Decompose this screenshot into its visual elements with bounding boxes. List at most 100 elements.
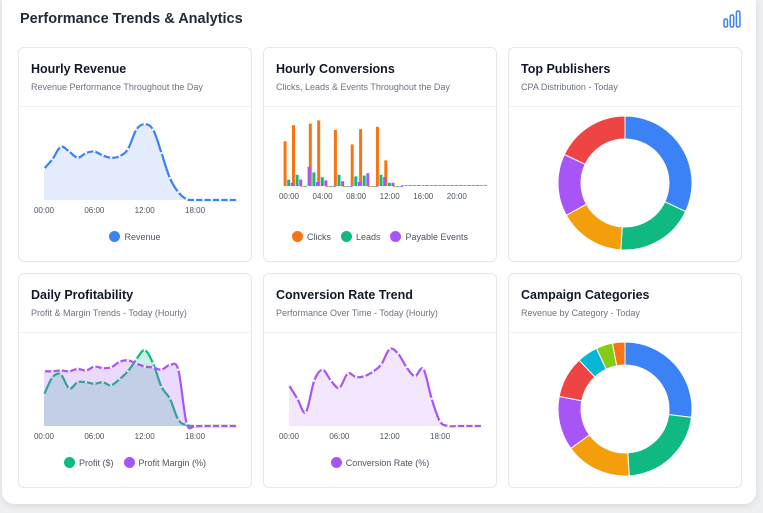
- data-point: [396, 352, 400, 355]
- bar: [299, 179, 303, 186]
- hourly-revenue-chart: 00:00 06:00 12:00 18:00: [34, 122, 239, 215]
- bar: [332, 186, 336, 187]
- bar: [362, 175, 366, 186]
- legend-item-payable-events[interactable]: Payable Events: [390, 231, 468, 242]
- card-title: Top Publishers: [521, 62, 611, 76]
- data-point: [168, 363, 172, 367]
- data-point: [151, 362, 155, 365]
- bar: [483, 185, 487, 186]
- bar: [374, 186, 378, 187]
- data-point: [67, 370, 71, 373]
- data-point: [455, 424, 459, 428]
- legend-item-profit-margin[interactable]: Profit Margin (%): [123, 457, 206, 468]
- bar: [455, 185, 458, 186]
- data-point: [185, 198, 188, 201]
- legend-item-conversion-rate[interactable]: Conversion Rate (%): [330, 457, 430, 468]
- data-point: [126, 370, 130, 373]
- legend-dot: [330, 457, 342, 468]
- x-tick-label: 18:00: [185, 432, 206, 441]
- data-point: [93, 150, 96, 153]
- data-point: [118, 155, 121, 158]
- donut-slice: [557, 153, 588, 216]
- bar: [325, 186, 329, 187]
- series-area: [44, 360, 237, 429]
- data-point: [101, 154, 104, 157]
- data-point: [143, 348, 146, 352]
- x-tick-label: 18:00: [185, 206, 206, 215]
- bar: [345, 186, 349, 187]
- chart-legend: Conversion Rate (%): [264, 457, 496, 468]
- legend-dot: [109, 231, 121, 242]
- data-point: [168, 397, 172, 400]
- card-title: Hourly Conversions: [276, 62, 395, 76]
- legend-label: Clicks: [306, 231, 331, 242]
- bar: [317, 120, 321, 186]
- donut-slice: [624, 341, 693, 418]
- series-area: [289, 348, 482, 427]
- x-tick-label: 06:00: [84, 432, 105, 441]
- data-point: [101, 366, 104, 370]
- x-tick-label: 04:00: [313, 192, 334, 201]
- data-point: [380, 363, 383, 366]
- legend-item-leads[interactable]: Leads: [340, 231, 380, 242]
- chart-legend: Profit ($) Profit Margin (%): [19, 457, 251, 468]
- conversion-rate-card: Conversion Rate Trend Performance Over T…: [263, 273, 497, 488]
- data-point: [84, 151, 88, 155]
- data-point: [160, 151, 163, 155]
- bar: [467, 185, 470, 186]
- panel-title: Performance Trends & Analytics: [20, 11, 243, 27]
- x-tick-label: 00:00: [34, 432, 55, 441]
- legend-dot: [291, 231, 303, 242]
- bar: [304, 186, 307, 187]
- data-point: [109, 384, 113, 387]
- bar: [371, 186, 375, 187]
- x-tick-label: 06:00: [84, 206, 105, 215]
- bar: [329, 186, 333, 187]
- bar: [337, 174, 341, 186]
- data-point: [67, 150, 71, 153]
- bar: [438, 185, 442, 186]
- bar: [341, 181, 345, 186]
- legend-item-clicks[interactable]: Clicks: [291, 231, 331, 242]
- legend-item-revenue[interactable]: Revenue: [109, 231, 161, 242]
- card-title: Daily Profitability: [31, 288, 134, 302]
- bar: [421, 185, 425, 186]
- data-point: [296, 397, 299, 401]
- bar: [413, 185, 417, 186]
- data-point: [160, 368, 163, 371]
- legend-item-profit[interactable]: Profit ($): [63, 457, 114, 468]
- data-point: [42, 370, 46, 373]
- legend-label: Conversion Rate (%): [345, 457, 430, 468]
- card-title: Conversion Rate Trend: [276, 288, 413, 302]
- card-subtitle: Profit & Margin Trends - Today (Hourly): [31, 308, 187, 318]
- bar: [416, 185, 420, 186]
- daily-profitability-chart: 00:00 06:00 12:00 18:00: [34, 348, 239, 441]
- bar: [396, 186, 400, 187]
- donut-slice: [627, 413, 693, 477]
- conversion-rate-chart: 00:00 06:00 12:00 18:00: [279, 347, 484, 441]
- bar: [312, 172, 316, 186]
- data-point: [109, 156, 113, 159]
- hourly-revenue-card: Hourly Revenue Revenue Performance Throu…: [18, 47, 252, 262]
- data-point: [210, 198, 214, 202]
- data-point: [151, 366, 155, 369]
- data-point: [118, 377, 121, 381]
- bar: [367, 186, 371, 187]
- bar: [320, 177, 324, 186]
- bar: [383, 177, 387, 186]
- donut-slice: [624, 115, 693, 213]
- x-tick-label: 00:00: [279, 192, 300, 201]
- bar: [292, 125, 295, 186]
- data-point: [472, 424, 475, 428]
- bar-chart-icon[interactable]: [723, 10, 741, 28]
- bar: [354, 176, 358, 186]
- bar: [290, 182, 294, 186]
- bar: [308, 123, 312, 186]
- top-publishers-card: Top Publishers CPA Distribution - Today: [508, 47, 742, 262]
- data-point: [143, 122, 146, 126]
- data-point: [93, 382, 96, 385]
- data-point: [329, 379, 333, 382]
- bar: [359, 129, 363, 186]
- hourly-conversions-chart: 00:00 04:00 08:00 12:00 16:00 20:00: [279, 120, 487, 201]
- x-tick-label: 00:00: [34, 206, 55, 215]
